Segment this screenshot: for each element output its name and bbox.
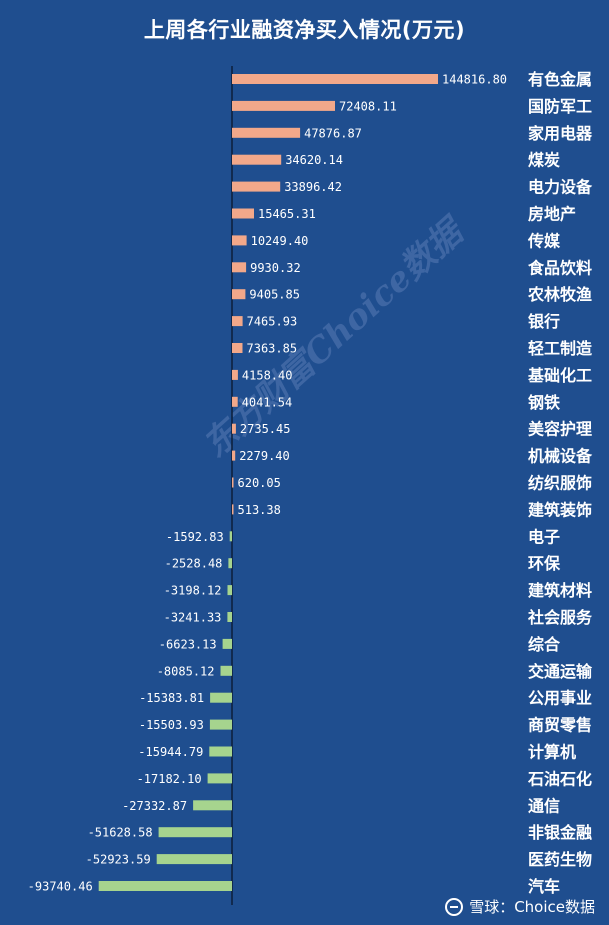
category-label: 煤炭 (528, 151, 560, 170)
data-label: -15944.79 (138, 745, 203, 759)
data-label: 10249.40 (251, 234, 309, 248)
bar (232, 423, 236, 434)
bar (232, 127, 301, 138)
category-label: 计算机 (528, 743, 576, 762)
bar (232, 343, 243, 353)
bar (232, 369, 238, 380)
category-label: 通信 (528, 796, 560, 815)
category-label: 钢铁 (528, 393, 560, 412)
data-label: 4041.54 (242, 395, 293, 409)
data-label: -27332.87 (122, 799, 187, 813)
bar (232, 262, 247, 273)
data-label: 4158.40 (242, 368, 293, 382)
chart-title: 上周各行业融资净买入情况(万元) (143, 18, 466, 42)
footer-text: 雪球：Choice数据 (469, 898, 595, 916)
bar (158, 827, 232, 838)
bar (232, 100, 335, 111)
category-label: 建筑装饰 (528, 500, 592, 519)
category-label: 综合 (528, 635, 561, 654)
bar (229, 531, 232, 542)
data-label: -52923.59 (86, 853, 151, 867)
bar (232, 504, 234, 515)
footer-credit: 雪球：Choice数据 (445, 896, 595, 917)
bar (209, 746, 232, 757)
category-label: 纺织服饰 (528, 474, 592, 493)
data-label: 72408.11 (339, 99, 397, 113)
bar (232, 477, 234, 488)
bar (210, 692, 232, 703)
data-label: -93740.46 (28, 880, 93, 894)
data-label: -15503.93 (139, 718, 204, 732)
bar (156, 854, 232, 865)
data-label: 9930.32 (250, 261, 301, 275)
category-label: 医药生物 (528, 850, 592, 869)
bar (232, 289, 246, 300)
data-label: 7465.93 (247, 315, 298, 329)
bar (232, 154, 282, 165)
bar (207, 773, 232, 784)
category-label: 环保 (528, 554, 561, 573)
category-label: 传媒 (527, 231, 561, 250)
bar (209, 719, 232, 730)
data-label: -8085.12 (157, 664, 215, 678)
category-label: 社会服务 (527, 608, 593, 627)
bar (232, 181, 281, 192)
data-label: 2735.45 (240, 422, 291, 436)
data-label: -1592.83 (166, 530, 224, 544)
category-label: 食品饮料 (527, 258, 592, 277)
category-label: 汽车 (528, 877, 560, 896)
bar (232, 74, 438, 84)
data-label: -2528.48 (165, 557, 223, 571)
category-label: 机械设备 (528, 447, 593, 466)
data-label: -6623.13 (159, 637, 217, 651)
bar (222, 638, 232, 649)
category-label: 国防军工 (528, 97, 592, 116)
data-label: 9405.85 (249, 288, 300, 302)
data-label: 7363.85 (247, 342, 298, 356)
data-label: 2279.40 (239, 449, 290, 463)
category-label: 商贸零售 (528, 716, 592, 735)
data-label: 513.38 (238, 503, 281, 517)
category-label: 电力设备 (528, 178, 593, 197)
bar (193, 800, 232, 811)
data-label: 33896.42 (284, 180, 342, 194)
category-label: 美容护理 (528, 420, 592, 439)
category-label: 房地产 (528, 205, 576, 224)
bar (220, 665, 232, 676)
data-label: -3241.33 (164, 611, 222, 625)
category-label: 有色金属 (528, 70, 592, 89)
data-label: 15465.31 (258, 207, 316, 221)
data-label: 47876.87 (304, 126, 362, 140)
category-label: 交通运输 (528, 662, 593, 681)
bar (232, 396, 238, 407)
data-label: 34620.14 (285, 153, 343, 167)
category-label: 非银金融 (528, 823, 592, 842)
data-label: 620.05 (238, 476, 281, 490)
bar (232, 235, 247, 246)
category-label: 银行 (528, 312, 560, 331)
bar (232, 208, 254, 219)
bar (232, 450, 236, 461)
bar (232, 316, 243, 327)
category-label: 公用事业 (528, 689, 592, 708)
data-label: -51628.58 (88, 826, 153, 840)
category-label: 石油石化 (527, 769, 592, 788)
bar (227, 585, 232, 596)
bar (228, 558, 232, 569)
category-label: 轻工制造 (528, 339, 593, 358)
category-label: 建筑材料 (528, 581, 592, 600)
snowball-logo-icon (445, 897, 464, 916)
bar (98, 881, 232, 891)
category-label: 基础化工 (527, 366, 592, 385)
data-label: 144816.80 (442, 73, 507, 87)
category-label: 家用电器 (528, 124, 593, 143)
data-label: -17182.10 (137, 772, 202, 786)
category-label: 电子 (528, 527, 560, 546)
data-label: -15383.81 (139, 691, 204, 705)
bar (227, 612, 232, 622)
category-label: 农林牧渔 (527, 285, 592, 304)
data-label: -3198.12 (164, 584, 222, 598)
